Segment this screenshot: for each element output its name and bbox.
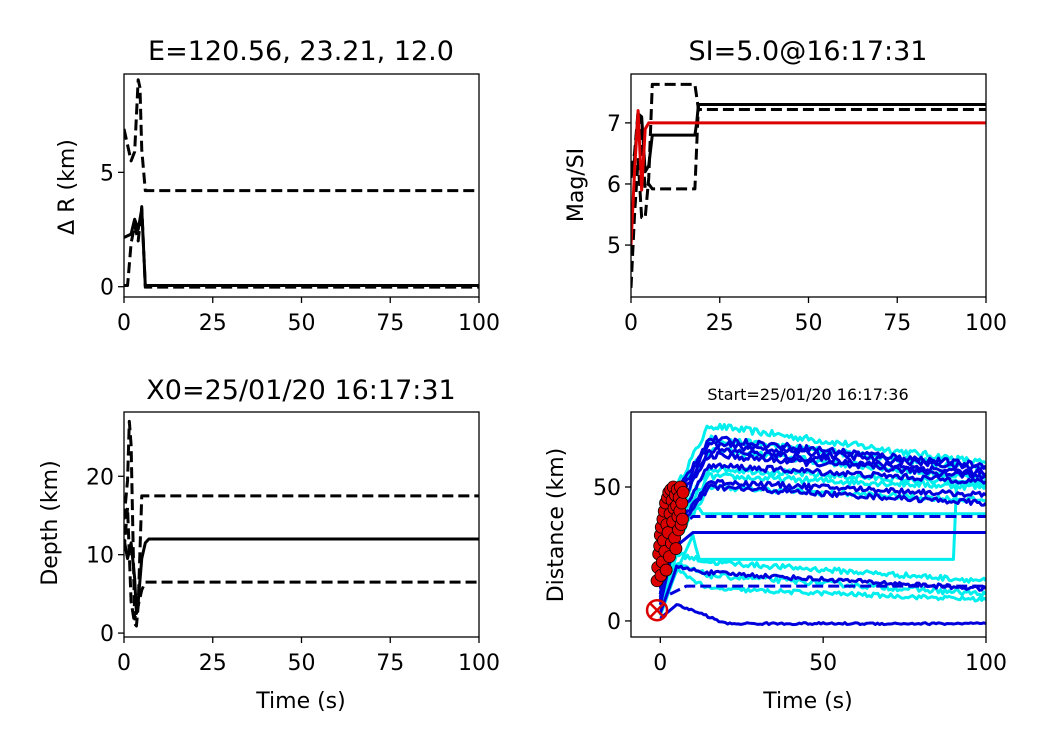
y-tick-label: 10	[86, 544, 114, 569]
x-tick-label: 25	[199, 311, 227, 336]
series-line-2	[124, 205, 479, 289]
x-tick-label: 100	[458, 651, 500, 676]
panel-distance: Start=25/01/20 16:17:36 Distance (km) Ti…	[544, 385, 1007, 714]
series-line-12	[658, 440, 986, 595]
x-tick-label: 0	[117, 651, 131, 676]
x-tick-label: 75	[376, 311, 404, 336]
y-tick-label: 0	[607, 610, 621, 635]
x-tick-label: 100	[458, 311, 500, 336]
plot-area	[124, 78, 479, 289]
series-line-10	[658, 567, 986, 617]
pick-marker	[675, 496, 689, 510]
series-line-8	[658, 551, 986, 614]
panel-title: SI=5.0@16:17:31	[689, 36, 928, 67]
x-tick-label: 25	[706, 311, 734, 336]
series-line-0	[124, 537, 479, 615]
x-tick-label: 25	[199, 651, 227, 676]
axes-frame	[123, 73, 480, 298]
series-line-4	[658, 472, 986, 600]
panel-title: Start=25/01/20 16:17:36	[707, 385, 908, 404]
y-tick-label: 0	[100, 622, 114, 647]
x-tick-label: 0	[624, 311, 638, 336]
y-tick-label: 6	[607, 173, 621, 198]
pick-marker	[676, 512, 689, 526]
series-line-19	[665, 531, 986, 556]
y-axis-label: Distance (km)	[544, 448, 569, 603]
series-line-21	[669, 584, 986, 596]
pick-marker	[676, 485, 690, 499]
series-line-13	[658, 445, 986, 595]
x-tick-label: 0	[653, 651, 667, 676]
x-tick-label: 75	[376, 651, 404, 676]
panel-title: E=120.56, 23.21, 12.0	[148, 36, 454, 67]
y-axis-label: Depth (km)	[38, 460, 63, 585]
plot-area	[645, 422, 986, 627]
pick-marker	[669, 542, 683, 556]
x-tick-label: 75	[883, 311, 911, 336]
series-line-3	[631, 109, 986, 246]
series-line-1	[124, 419, 479, 621]
axes-frame	[630, 73, 987, 298]
series-line-11	[658, 434, 986, 590]
series-line-15	[658, 462, 986, 600]
y-tick-label: 5	[607, 234, 621, 259]
axes-frame	[123, 411, 480, 638]
x-axis-label: Time (s)	[762, 689, 852, 714]
series-line-7	[692, 506, 986, 516]
panel-mag-si: SI=5.0@16:17:31 Mag/SI 0 25 50 75 100 5 6 7	[564, 36, 1007, 336]
x-tick-label: 50	[809, 651, 837, 676]
axes-frame	[630, 411, 987, 638]
x-tick-label: 50	[795, 311, 823, 336]
series-line-1	[631, 82, 986, 288]
x-tick-label: 0	[117, 311, 131, 336]
series-line-16	[658, 478, 986, 603]
y-tick-label: 7	[607, 112, 621, 137]
y-axis-label: Δ R (km)	[55, 139, 80, 235]
series-line-18	[665, 514, 986, 542]
series-line-22	[659, 603, 986, 627]
x-tick-label: 50	[288, 311, 316, 336]
plot-area	[631, 82, 986, 288]
pick-marker	[659, 563, 673, 577]
panel-title: X0=25/01/20 16:17:31	[146, 375, 455, 406]
y-tick-label: 20	[86, 465, 114, 490]
x-tick-label: 50	[288, 651, 316, 676]
series-line-1	[124, 78, 479, 193]
start-circle-x-marker	[645, 598, 669, 622]
series-line-0	[124, 207, 479, 288]
series-line-0	[631, 103, 986, 179]
series-line-2	[124, 506, 479, 628]
series-line-17	[658, 483, 986, 606]
y-tick-label: 0	[100, 276, 114, 301]
x-tick-label: 100	[965, 651, 1007, 676]
y-axis-label: Mag/SI	[564, 148, 589, 222]
series-line-2	[631, 103, 986, 191]
x-axis-label: Time (s)	[255, 689, 345, 714]
panel-depth: X0=25/01/20 16:17:31 Depth (km) Time (s)…	[38, 375, 500, 714]
y-tick-label: 50	[593, 476, 621, 501]
plot-area	[124, 419, 479, 628]
series-line-14	[658, 450, 986, 598]
panel-delta-r: E=120.56, 23.21, 12.0 Δ R (km) 0 25 50 75 10…	[55, 36, 500, 336]
y-tick-label: 5	[100, 161, 114, 186]
x-tick-label: 100	[965, 311, 1007, 336]
